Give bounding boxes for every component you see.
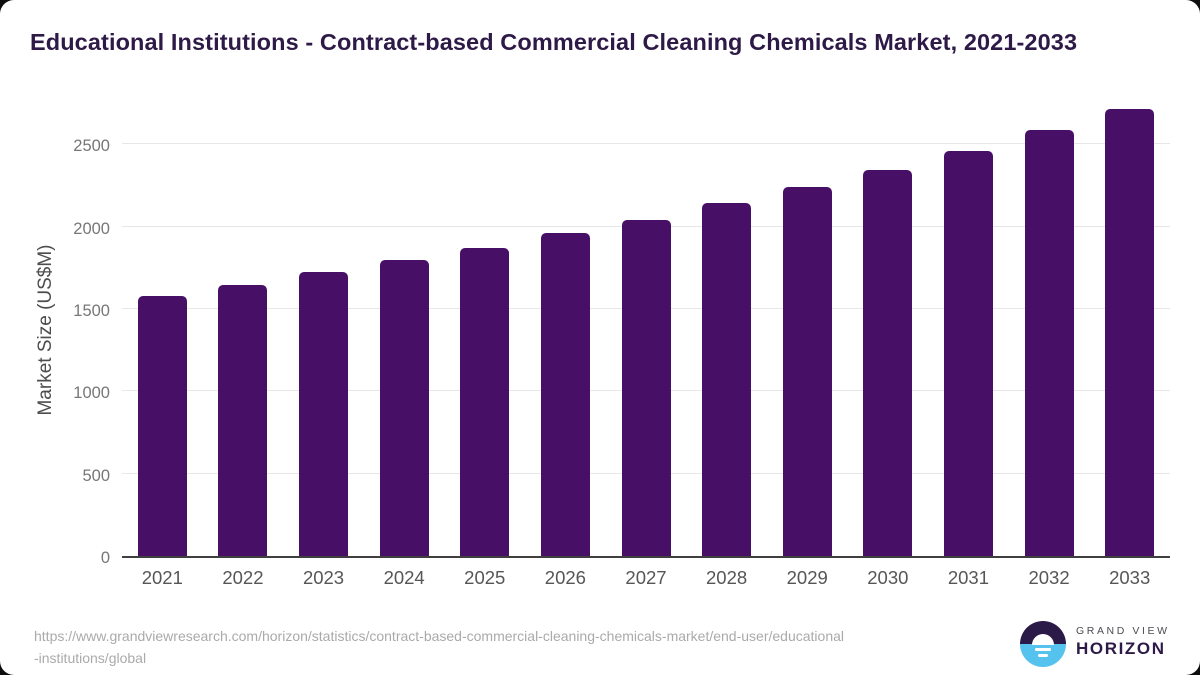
x-axis-tick-labels: 2021 2022 2023 2024 2025 2026 2027 2028 2029 2030… bbox=[122, 567, 1170, 593]
logo-sky-half bbox=[1020, 621, 1066, 644]
y-tick-label-2500: 2500 bbox=[73, 137, 110, 156]
bar-2030 bbox=[863, 169, 913, 556]
bar-2031 bbox=[943, 150, 993, 556]
bar-chart-plot-area bbox=[122, 100, 1170, 558]
bar-2026 bbox=[540, 233, 590, 556]
bar-2024 bbox=[379, 260, 429, 556]
x-tick-label-2028: 2028 bbox=[706, 567, 748, 588]
bar-2023 bbox=[299, 272, 349, 556]
y-tick-label-2000: 2000 bbox=[73, 219, 110, 238]
x-tick-label-2021: 2021 bbox=[141, 567, 183, 588]
y-tick-label-0: 0 bbox=[100, 549, 110, 567]
bar-2029 bbox=[782, 186, 832, 556]
bar-2028 bbox=[702, 203, 752, 556]
source-url-line1: https://www.grandviewresearch.com/horizo… bbox=[34, 628, 844, 644]
y-tick-label-500: 500 bbox=[82, 466, 110, 485]
page-title: Educational Institutions - Contract-base… bbox=[30, 29, 1078, 55]
x-tick-label-2033: 2033 bbox=[1109, 567, 1151, 588]
logo-reflection-line-1 bbox=[1035, 647, 1051, 651]
x-tick-label-2027: 2027 bbox=[625, 567, 667, 588]
x-tick-label-2031: 2031 bbox=[947, 567, 990, 588]
bar-2032 bbox=[1024, 130, 1074, 556]
bar-2022 bbox=[218, 285, 268, 556]
x-tick-label-2025: 2025 bbox=[464, 567, 506, 588]
logo-reflection-line-2 bbox=[1038, 653, 1048, 657]
source-url: https://www.grandviewresearch.com/horizo… bbox=[34, 626, 844, 669]
y-axis-tick-labels: 0 500 1000 1500 2000 2500 bbox=[0, 100, 110, 567]
gridline-2500 bbox=[122, 143, 1170, 145]
x-tick-label-2026: 2026 bbox=[544, 567, 586, 588]
bar-2033 bbox=[1105, 108, 1155, 556]
logo-horizon-text: HORIZON bbox=[1076, 639, 1166, 658]
logo-grand-view-text: GRAND VIEW bbox=[1076, 625, 1170, 637]
logo-sun-dome bbox=[1032, 633, 1054, 645]
x-tick-label-2032: 2032 bbox=[1028, 567, 1070, 588]
bar-2021 bbox=[137, 295, 187, 556]
x-tick-label-2030: 2030 bbox=[867, 567, 909, 588]
y-tick-label-1000: 1000 bbox=[73, 384, 110, 403]
y-tick-label-1500: 1500 bbox=[73, 301, 110, 320]
bar-2025 bbox=[460, 247, 510, 556]
horizon-sun-logo-icon bbox=[1020, 621, 1066, 667]
grand-view-horizon-logo: GRAND VIEW HORIZON bbox=[1020, 621, 1170, 668]
bar-2027 bbox=[621, 219, 671, 556]
source-url-line2: -institutions/global bbox=[34, 649, 147, 666]
logo-wordmark: GRAND VIEW HORIZON bbox=[1076, 625, 1170, 659]
x-tick-label-2029: 2029 bbox=[786, 567, 828, 588]
x-tick-label-2023: 2023 bbox=[302, 567, 345, 588]
x-tick-label-2024: 2024 bbox=[383, 567, 425, 588]
x-tick-label-2022: 2022 bbox=[222, 567, 264, 588]
